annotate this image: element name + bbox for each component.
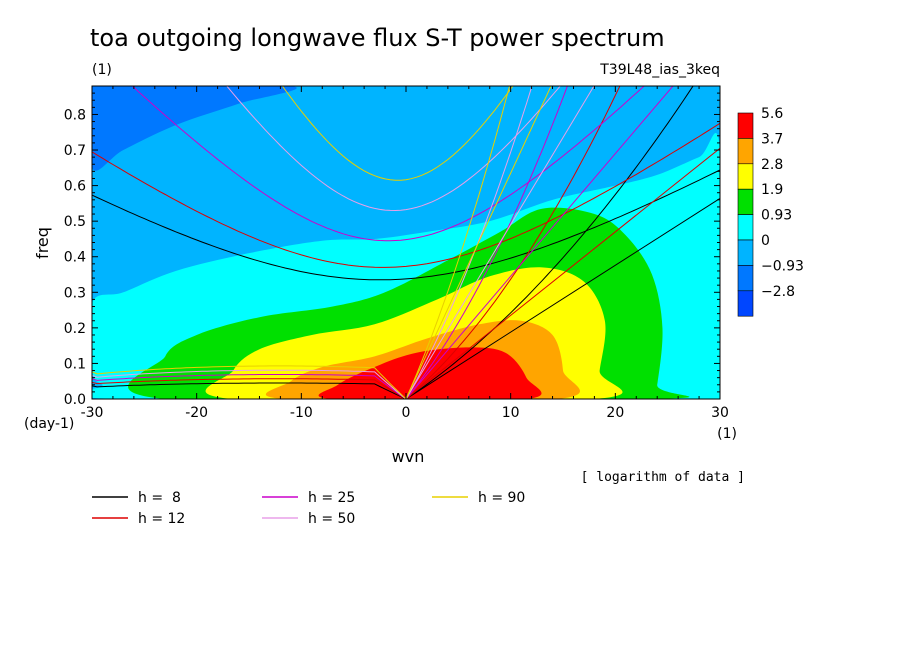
y-tick-label-2: 0.2 — [64, 321, 86, 337]
x-unit-label: (1) — [717, 426, 737, 442]
colorbar-swatch-2 — [737, 163, 754, 190]
x-axis-label: wvn — [392, 447, 425, 466]
x-tick-label-4: 10 — [502, 405, 520, 421]
rossby-curve-1 — [92, 378, 407, 399]
colorbar-label-7: −2.8 — [761, 284, 795, 300]
colorbar-label-0: 5.6 — [761, 106, 783, 122]
legend: h = 8 h = 12 h = 25 h = 50 h = 90 — [92, 490, 525, 527]
y-tick-label-4: 0.4 — [64, 250, 86, 266]
x-tick-label-5: 20 — [606, 405, 624, 421]
y-tick-label-0: 0.0 — [64, 392, 86, 408]
mrg-curve-2 — [405, 86, 568, 399]
ig-curve-1 — [92, 122, 720, 268]
colorbar-label-4: 0.93 — [761, 208, 792, 224]
colorbar-swatch-3 — [737, 188, 754, 215]
y-tick-label-5: 0.5 — [64, 214, 86, 230]
dispersion-curves — [92, 86, 720, 399]
colorbar-swatch-1 — [737, 138, 754, 165]
y-tick-label-7: 0.7 — [64, 143, 86, 159]
legend-label-2: h = 25 — [308, 490, 355, 506]
kelvin-curve-0 — [405, 197, 720, 399]
rossby-curve-4 — [92, 365, 407, 399]
legend-label-4: h = 90 — [478, 490, 525, 506]
colorbar: 5.6 3.7 2.8 1.9 0.93 0 −0.93 −2.8 — [737, 106, 804, 317]
y-axis-label: freq — [33, 227, 52, 259]
mrg-curve-1 — [405, 86, 621, 399]
colorbar-label-2: 2.8 — [761, 157, 783, 173]
legend-label-0: h = 8 — [138, 490, 181, 506]
log-note: [ logarithm of data ] — [581, 470, 745, 485]
chart-title: toa outgoing longwave flux S-T power spe… — [90, 24, 665, 52]
contour-region-5 — [92, 86, 297, 171]
rossby-curve-3 — [92, 369, 407, 399]
chart-subtitle: (1) — [92, 62, 112, 78]
colorbar-label-3: 1.9 — [761, 182, 783, 198]
x-tick-label-3: 0 — [402, 405, 411, 421]
y-tick-label-6: 0.6 — [64, 179, 86, 195]
axis-ticks: -30 -20 -10 0 10 20 30 0.0 0.1 0.2 0.3 0.4 0.5 0.6 0.7… — [64, 86, 729, 421]
x-tick-label-6: 30 — [711, 405, 729, 421]
rossby-curve-2 — [92, 374, 407, 399]
colorbar-label-5: 0 — [761, 233, 770, 249]
mrg-curve-4 — [405, 86, 511, 399]
y-tick-label-8: 0.8 — [64, 107, 86, 123]
kelvin-curve-2 — [405, 86, 674, 399]
y-tick-label-1: 0.1 — [64, 356, 86, 372]
colorbar-swatch-6 — [737, 265, 754, 292]
contour-region-4 — [318, 347, 542, 399]
legend-label-1: h = 12 — [138, 511, 185, 527]
y-tick-label-3: 0.3 — [64, 285, 86, 301]
rossby-curve-0 — [92, 382, 407, 399]
kelvin-curve-1 — [405, 147, 720, 399]
ig-curve-3 — [226, 86, 561, 212]
colorbar-swatch-4 — [737, 214, 754, 241]
ig-curve-0 — [92, 169, 720, 281]
x-tick-label-2: -10 — [290, 405, 313, 421]
kelvin-curve-4 — [405, 86, 552, 399]
y-unit-label: (day-1) — [24, 416, 74, 432]
colorbar-swatch-5 — [737, 239, 754, 266]
plot-area — [92, 86, 720, 399]
colorbar-label-1: 3.7 — [761, 131, 783, 147]
x-tick-label-1: -20 — [185, 405, 208, 421]
run-label: T39L48_ias_3keq — [599, 62, 720, 78]
colorbar-label-6: −0.93 — [761, 258, 804, 274]
legend-label-3: h = 50 — [308, 511, 355, 527]
colorbar-swatch-0 — [737, 112, 754, 139]
ig-curve-2 — [131, 86, 645, 242]
mrg-curve-3 — [405, 86, 533, 399]
ig-curve-4 — [281, 86, 514, 181]
colorbar-swatch-7 — [737, 290, 754, 317]
x-tick-label-0: -30 — [81, 405, 104, 421]
kelvin-curve-3 — [405, 86, 595, 399]
mrg-curve-0 — [405, 86, 694, 399]
